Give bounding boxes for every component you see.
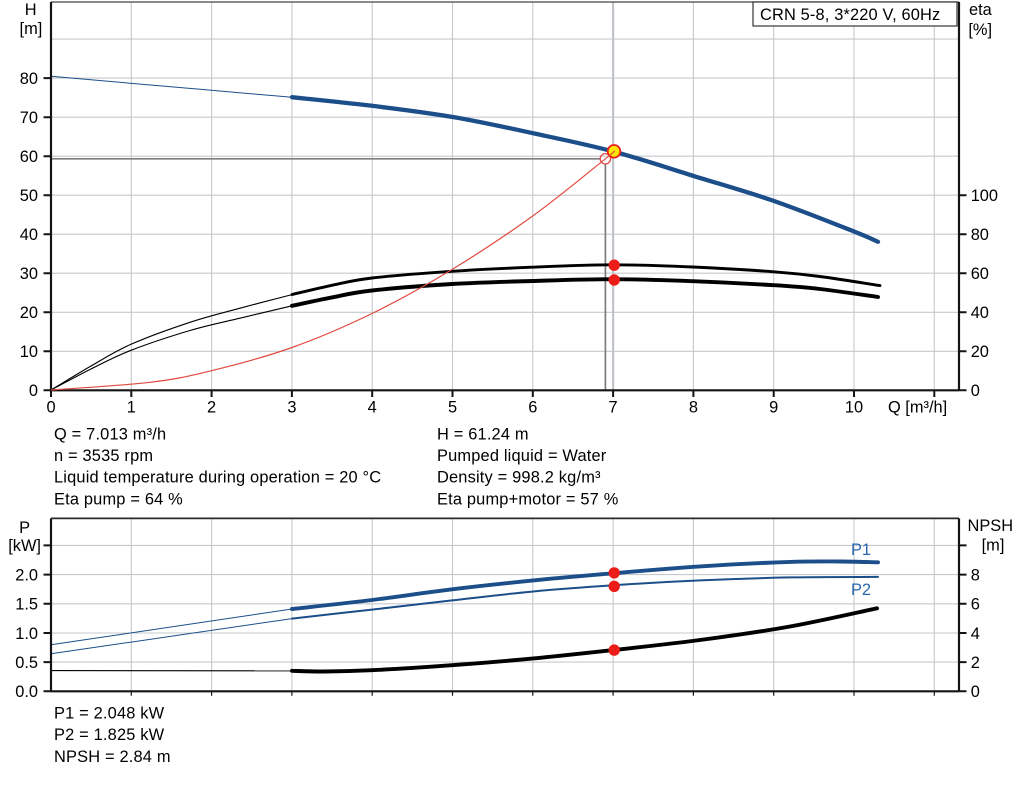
- svg-text:30: 30: [20, 265, 38, 283]
- svg-text:2: 2: [971, 654, 980, 672]
- svg-text:[m]: [m]: [20, 20, 43, 38]
- svg-text:Liquid temperature during oper: Liquid temperature during operation = 20…: [54, 469, 381, 487]
- svg-text:80: 80: [20, 70, 38, 88]
- svg-text:50: 50: [20, 187, 38, 205]
- svg-text:60: 60: [20, 148, 38, 166]
- svg-text:P2 = 1.825 kW: P2 = 1.825 kW: [54, 726, 165, 744]
- svg-text:0.5: 0.5: [15, 654, 38, 672]
- svg-text:70: 70: [20, 109, 38, 127]
- svg-text:20: 20: [971, 343, 989, 361]
- svg-text:Eta pump = 64 %: Eta pump = 64 %: [54, 490, 183, 508]
- svg-text:Eta pump+motor = 57 %: Eta pump+motor = 57 %: [437, 490, 618, 508]
- svg-text:0.0: 0.0: [15, 683, 38, 701]
- svg-text:Q [m³/h]: Q [m³/h]: [888, 399, 947, 417]
- svg-text:4: 4: [971, 625, 980, 643]
- svg-text:0: 0: [46, 399, 55, 417]
- svg-text:40: 40: [971, 304, 989, 322]
- svg-text:NPSH: NPSH: [968, 517, 1014, 535]
- svg-text:1.0: 1.0: [15, 625, 38, 643]
- svg-text:100: 100: [971, 187, 998, 205]
- svg-text:P1 = 2.048 kW: P1 = 2.048 kW: [54, 704, 165, 722]
- svg-text:4: 4: [368, 399, 377, 417]
- svg-text:H: H: [25, 1, 37, 19]
- svg-text:P2: P2: [851, 581, 871, 599]
- svg-text:NPSH = 2.84 m: NPSH = 2.84 m: [54, 748, 171, 766]
- svg-text:[%]: [%]: [968, 21, 992, 39]
- svg-text:7: 7: [609, 399, 618, 417]
- svg-text:8: 8: [689, 399, 698, 417]
- svg-text:0: 0: [971, 683, 980, 701]
- svg-text:3: 3: [287, 399, 296, 417]
- svg-text:6: 6: [971, 596, 980, 614]
- svg-text:[m]: [m]: [982, 537, 1005, 555]
- svg-text:60: 60: [971, 265, 989, 283]
- svg-text:CRN 5-8, 3*220 V, 60Hz: CRN 5-8, 3*220 V, 60Hz: [760, 6, 940, 24]
- svg-text:0: 0: [971, 382, 980, 400]
- svg-text:Density = 998.2 kg/m³: Density = 998.2 kg/m³: [437, 469, 601, 487]
- svg-text:80: 80: [971, 226, 989, 244]
- svg-text:2: 2: [207, 399, 216, 417]
- svg-text:n = 3535 rpm: n = 3535 rpm: [54, 447, 153, 465]
- svg-text:2.0: 2.0: [15, 566, 38, 584]
- svg-text:40: 40: [20, 226, 38, 244]
- svg-text:[kW]: [kW]: [8, 537, 41, 555]
- svg-text:20: 20: [20, 304, 38, 322]
- svg-text:6: 6: [528, 399, 537, 417]
- svg-text:10: 10: [845, 399, 863, 417]
- svg-text:5: 5: [448, 399, 457, 417]
- svg-text:Q = 7.013 m³/h: Q = 7.013 m³/h: [54, 425, 166, 443]
- svg-text:10: 10: [20, 343, 38, 361]
- svg-text:Pumped liquid = Water: Pumped liquid = Water: [437, 447, 607, 465]
- svg-text:0: 0: [29, 382, 38, 400]
- svg-text:9: 9: [769, 399, 778, 417]
- svg-text:8: 8: [971, 566, 980, 584]
- svg-text:1: 1: [127, 399, 136, 417]
- svg-text:H = 61.24 m: H = 61.24 m: [437, 425, 529, 443]
- svg-text:eta: eta: [969, 1, 993, 19]
- svg-text:1.5: 1.5: [15, 596, 38, 614]
- svg-text:P1: P1: [851, 541, 871, 559]
- svg-text:P: P: [19, 519, 30, 537]
